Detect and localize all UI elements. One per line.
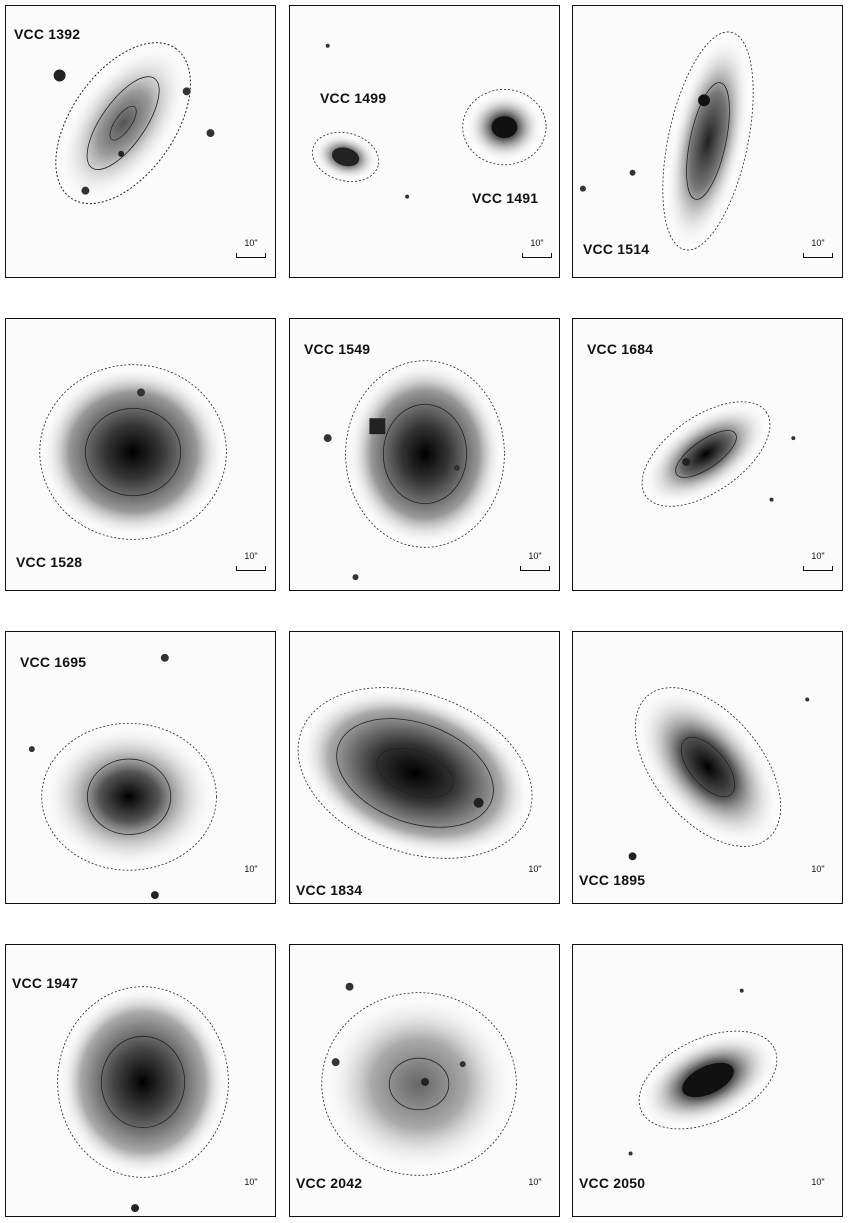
galaxy-panel-vcc-1392: VCC 1392 10"	[5, 5, 276, 278]
galaxy-image	[579, 31, 754, 251]
galaxy-label: VCC 1392	[14, 26, 81, 42]
scale-bar-label: 10"	[811, 864, 825, 874]
scale-bar-label: 10"	[244, 238, 258, 248]
galaxy-panel-vcc-2042: VCC 2042 10"	[289, 944, 560, 1217]
galaxy-panel-vcc-1528: VCC 1528 10"	[5, 318, 276, 591]
scale-bar: 10"	[236, 864, 266, 884]
scale-bar: 10"	[236, 551, 266, 571]
scale-bar-label: 10"	[528, 551, 542, 561]
galaxy-label: VCC 1947	[12, 975, 79, 991]
scale-bar-label: 10"	[811, 1177, 825, 1187]
galaxy-image	[641, 401, 796, 507]
galaxy-panel-vcc-1834: VCC 1834 10"	[289, 631, 560, 904]
galaxy-image	[628, 687, 810, 861]
scale-bar-label: 10"	[528, 1177, 542, 1187]
galaxy-image	[323, 360, 505, 581]
scale-bar-label: 10"	[811, 238, 825, 248]
galaxy-panel-vcc-1499-1491: VCC 1499 VCC 1491 10"	[289, 5, 560, 278]
galaxy-label: VCC 1695	[20, 654, 87, 670]
galaxy-label: VCC 1499	[320, 90, 387, 106]
scale-bar: 10"	[520, 864, 550, 884]
scale-bar-label: 10"	[244, 551, 258, 561]
galaxy-panel-vcc-2050: VCC 2050 10"	[572, 944, 843, 1217]
galaxy-image	[628, 988, 778, 1156]
galaxy-label: VCC 1514	[583, 241, 650, 257]
scale-bar-label: 10"	[244, 1177, 258, 1187]
galaxy-label: VCC 1834	[296, 882, 363, 898]
galaxy-label: VCC 1528	[16, 554, 83, 570]
scale-bar-label: 10"	[811, 551, 825, 561]
scale-bar: 10"	[803, 551, 833, 571]
galaxy-label: VCC 1684	[587, 341, 654, 357]
galaxy-image	[57, 986, 229, 1213]
galaxy-panel-vcc-1947: VCC 1947 10"	[5, 944, 276, 1217]
galaxy-panel-vcc-1695: VCC 1695 10"	[5, 631, 276, 904]
galaxy-panel-vcc-1514: VCC 1514 10"	[572, 5, 843, 278]
galaxy-panel-vcc-1895: VCC 1895 10"	[572, 631, 843, 904]
scale-bar: 10"	[803, 1177, 833, 1197]
scale-bar: 10"	[522, 238, 552, 258]
galaxy-image	[28, 653, 217, 900]
galaxy-label: VCC 1549	[304, 341, 371, 357]
scale-bar-label: 10"	[244, 864, 258, 874]
galaxy-panel-vcc-1684: VCC 1684 10"	[572, 318, 843, 591]
scale-bar-label: 10"	[528, 864, 542, 874]
scale-bar: 10"	[520, 1177, 550, 1197]
galaxy-image	[321, 982, 517, 1176]
scale-bar: 10"	[236, 238, 266, 258]
galaxy-label: VCC 1491	[472, 190, 539, 206]
galaxy-image	[39, 364, 227, 540]
scale-bar-label: 10"	[530, 238, 544, 248]
scale-bar: 10"	[520, 551, 550, 571]
galaxy-label: VCC 2042	[296, 1175, 363, 1191]
galaxy-panel-vcc-1549: VCC 1549 10"	[289, 318, 560, 591]
galaxy-image	[297, 687, 533, 859]
galaxy-label: VCC 2050	[579, 1175, 646, 1191]
scale-bar: 10"	[803, 864, 833, 884]
scale-bar: 10"	[803, 238, 833, 258]
galaxy-image	[312, 43, 547, 199]
galaxy-image	[53, 42, 215, 205]
galaxy-label: VCC 1895	[579, 872, 646, 888]
scale-bar: 10"	[236, 1177, 266, 1197]
